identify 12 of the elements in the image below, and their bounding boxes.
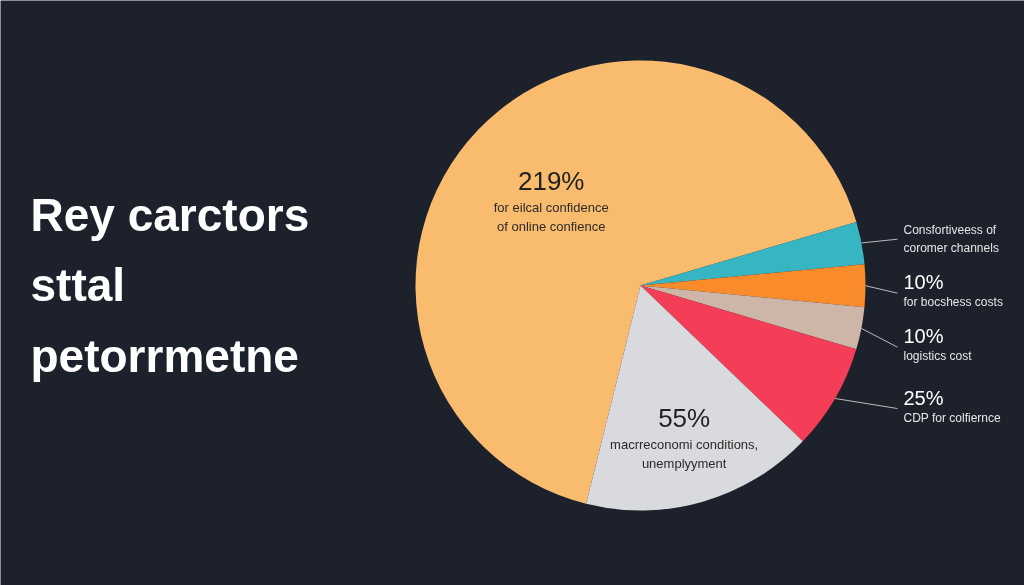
slice-label: for eilcal confidence of online confience bbox=[493, 199, 609, 235]
slice-label: for bocshess costs bbox=[903, 295, 1003, 310]
slice-label: logistics cost bbox=[903, 349, 973, 364]
data-label: 25% bbox=[903, 386, 944, 409]
data-label: 10% bbox=[903, 271, 944, 294]
text: Rey carctors sttal petorrmetne bbox=[30, 189, 310, 382]
data-label: 10% bbox=[903, 325, 944, 348]
slice-label: macrreconomi conditions, unemplyyment bbox=[610, 436, 759, 472]
slice-label: Consfortiveess of coromer channels bbox=[903, 223, 999, 256]
slice-label: CDP for colfiernce bbox=[903, 410, 1001, 425]
data-label: 55% bbox=[658, 402, 711, 433]
data-label: 219% bbox=[517, 165, 585, 196]
